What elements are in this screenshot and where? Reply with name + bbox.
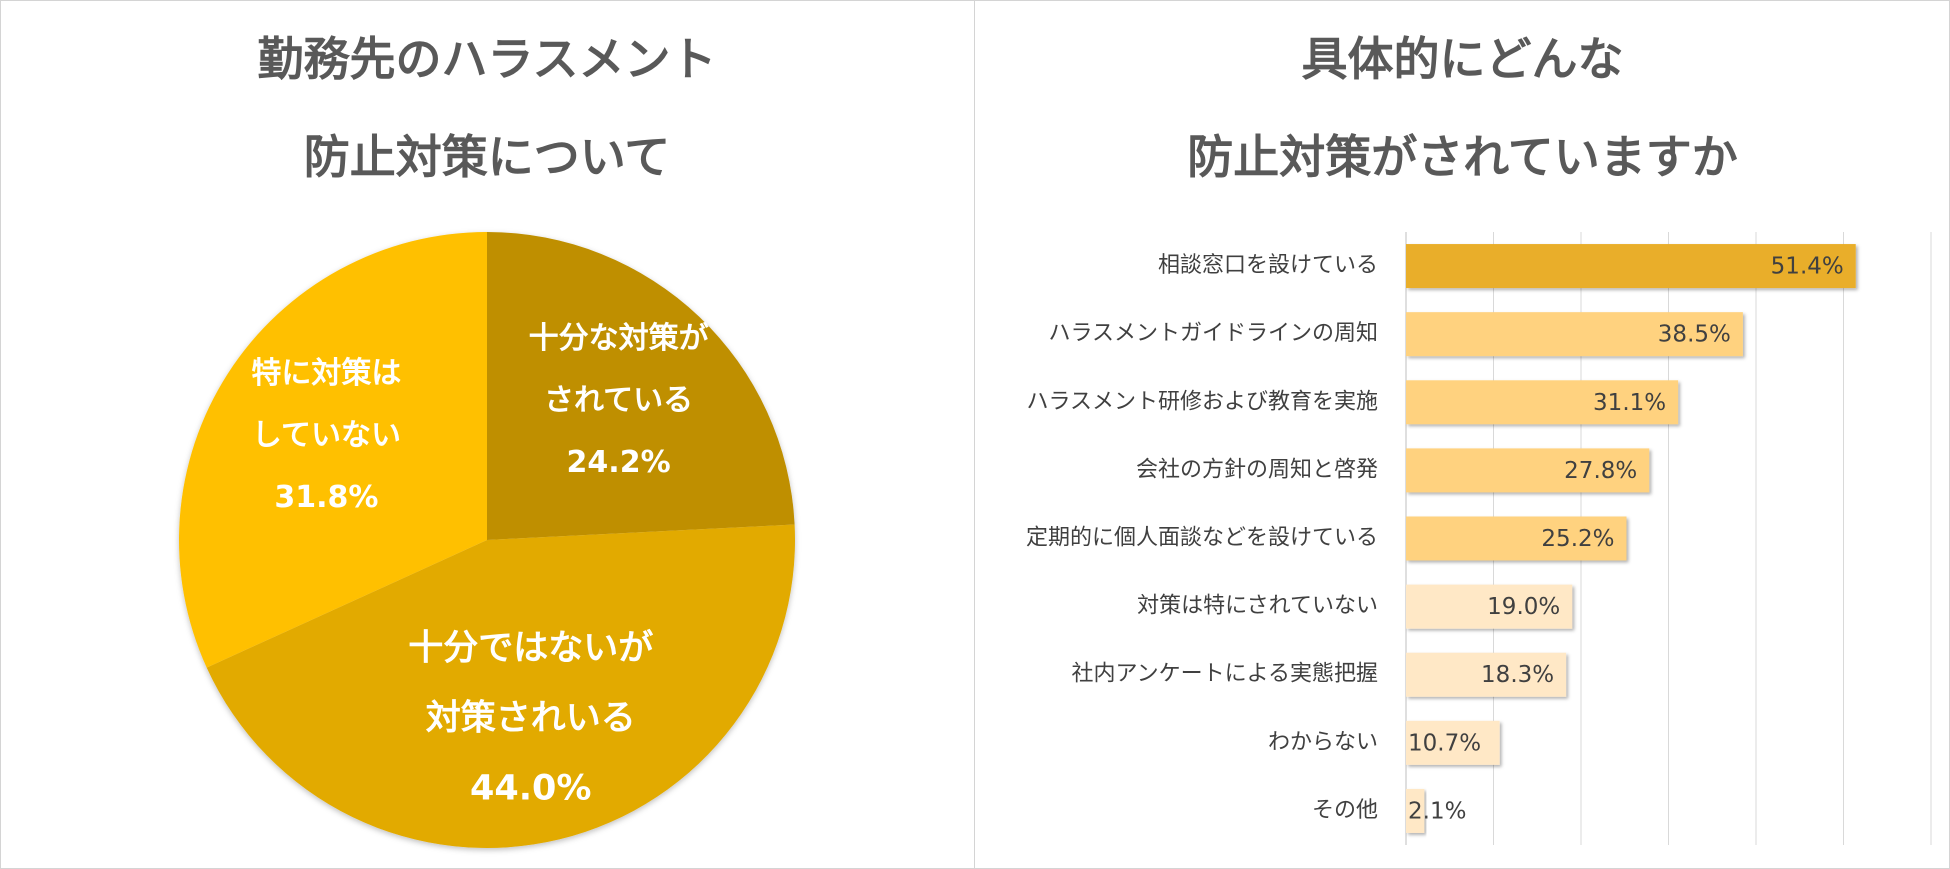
bar-value-label: 31.1% xyxy=(1593,390,1666,416)
pie-slice-value-1: 24.2% xyxy=(567,445,671,480)
pie-slice-value-2: 44.0% xyxy=(470,769,591,809)
bar-value-label: 10.7% xyxy=(1408,730,1481,756)
bar-chart: 相談窓口を設けている 51.4% ハラスメントガイドラインの周知 38.5% ハラスメン… xyxy=(1026,232,1932,845)
bar-value-label: 18.3% xyxy=(1481,662,1554,688)
bar-2 xyxy=(1406,312,1743,357)
pie-slice-3 xyxy=(178,232,487,668)
pie-slice-label-2: 十分ではないが xyxy=(408,629,653,669)
category-label: 定期的に個人面談などを設けている xyxy=(1026,526,1378,551)
pie-slice-2 xyxy=(206,524,795,848)
bar-value-label: 2.1% xyxy=(1408,798,1466,824)
category-label: ハラスメント研修および教育を実施 xyxy=(1026,389,1378,414)
bar-6 xyxy=(1406,584,1573,629)
category-label: その他 xyxy=(1312,798,1378,823)
category-label: 相談窓口を設けている xyxy=(1158,253,1378,278)
pie-chart-title: 勤務先のハラスメント 防止対策について xyxy=(0,10,974,206)
bar-3 xyxy=(1406,380,1679,425)
pie-title-line-2: 防止対策について xyxy=(303,130,671,184)
panel-divider xyxy=(974,0,975,869)
category-label: 会社の方針の周知と啓発 xyxy=(1136,457,1378,482)
category-label: わからない xyxy=(1268,730,1378,755)
pie-slice-label-3: していない xyxy=(252,418,401,453)
bar-5 xyxy=(1406,516,1627,561)
bar-value-label: 27.8% xyxy=(1564,458,1637,484)
pie-slice-label-2: 対策されいる xyxy=(426,699,636,739)
category-label: 社内アンケートによる実態把握 xyxy=(1072,662,1378,687)
bar-chart-title: 具体的にどんな 防止対策がされていますか xyxy=(975,10,1950,206)
bar-title-line-2: 防止対策がされていますか xyxy=(1187,130,1738,184)
bar-7 xyxy=(1406,652,1567,697)
category-label: 対策は特にされていない xyxy=(1137,594,1378,619)
bar-value-label: 38.5% xyxy=(1658,322,1731,348)
pie-title-line-1: 勤務先のハラスメント xyxy=(257,32,717,86)
bar-4 xyxy=(1406,448,1650,493)
pie-slice-label-1: 十分な対策が xyxy=(529,321,709,356)
pie-slice-label-1: されている xyxy=(544,383,693,418)
bar-value-label: 19.0% xyxy=(1487,594,1560,620)
bar-9 xyxy=(1406,788,1425,833)
pie-slice-1 xyxy=(487,232,795,540)
category-label: ハラスメントガイドラインの周知 xyxy=(1048,321,1378,346)
pie-slice-value-3: 31.8% xyxy=(274,480,378,515)
bar-value-label: 25.2% xyxy=(1541,526,1614,552)
pie-slice-label-3: 特に対策は xyxy=(251,356,401,391)
bar-value-label: 51.4% xyxy=(1771,254,1844,280)
bar-1 xyxy=(1406,244,1856,289)
bar-8 xyxy=(1406,720,1500,765)
bar-title-line-1: 具体的にどんな xyxy=(1301,32,1624,86)
